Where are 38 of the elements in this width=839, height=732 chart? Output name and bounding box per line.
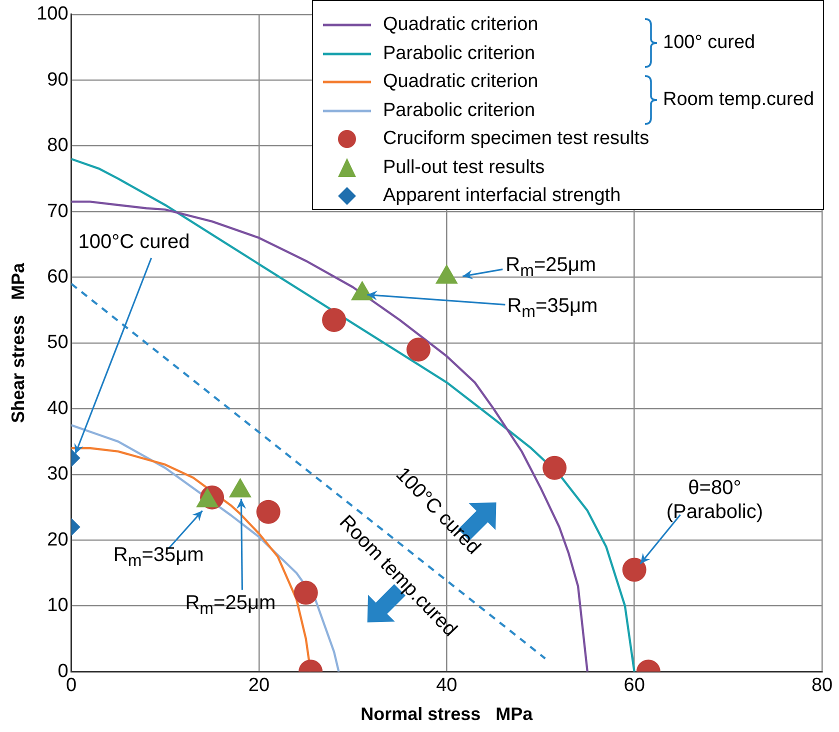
legend-label: Apparent interfacial strength (383, 184, 621, 208)
y-tick-label: 60 (47, 266, 68, 288)
legend-label: Cruciform specimen test results (383, 127, 650, 151)
y-tick-label: 100 (36, 4, 68, 25)
annotation: Room temp.cured (663, 88, 814, 112)
annotation: R$_{m}$=25μm (506, 253, 596, 282)
point (322, 308, 346, 332)
annotation: R$_{m}$=35μm (507, 294, 598, 323)
legend-label: Quadratic criterion (383, 70, 538, 94)
y-tick-label: 40 (47, 398, 68, 419)
y-tick-label: 70 (47, 200, 68, 222)
legend-label: Quadratic criterion (383, 13, 538, 37)
y-tick-label: 80 (47, 135, 68, 156)
y-tick-label: 50 (47, 332, 68, 354)
point (622, 558, 646, 582)
legend-label: Parabolic criterion (383, 42, 536, 66)
annotation: θ=80° (Parabolic) (666, 476, 764, 524)
x-tick-label: 60 (624, 675, 645, 696)
legend-label: Pull-out test results (383, 156, 545, 180)
x-axis-title: Normal stress MPa (360, 704, 534, 724)
x-tick-label: 40 (436, 675, 458, 696)
annotation: 100°C cured (78, 230, 190, 254)
y-tick-label: 0 (58, 660, 68, 682)
x-tick-label: 20 (248, 675, 270, 696)
y-tick-label: 90 (47, 69, 68, 90)
y-axis-title: Shear stress MPa (8, 262, 28, 424)
point (406, 338, 430, 362)
annotation: R$_{m}$=35μm (113, 542, 204, 572)
annotation: R$_{m}$=25μm (185, 590, 276, 620)
point (294, 580, 318, 605)
point (256, 500, 280, 524)
annotation: 100° cured (663, 31, 756, 55)
legend-label: Parabolic criterion (383, 98, 536, 122)
x-tick-label: 80 (811, 675, 833, 696)
y-tick-label: 30 (47, 464, 68, 485)
point (542, 456, 567, 480)
y-tick-label: 20 (47, 529, 68, 550)
y-tick-label: 10 (47, 595, 68, 616)
